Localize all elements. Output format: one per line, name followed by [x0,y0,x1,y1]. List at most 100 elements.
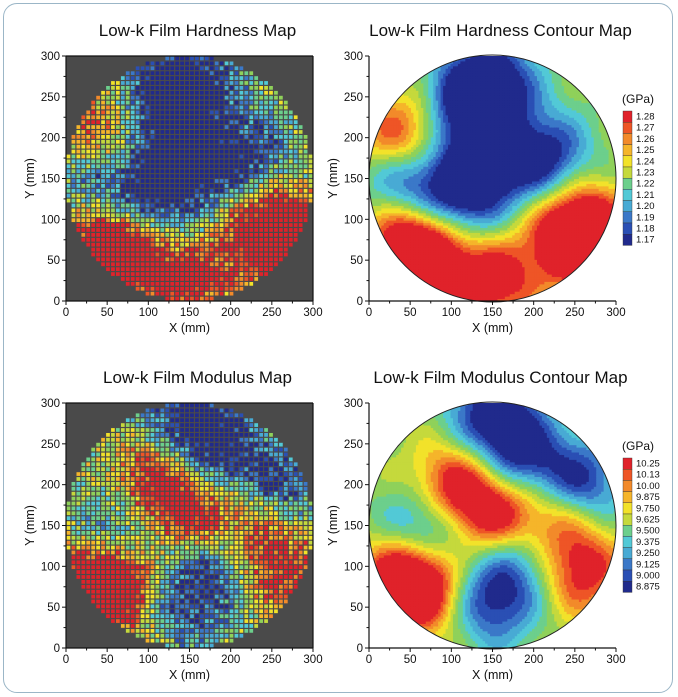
wafer-cell [120,135,125,139]
contour-cell [418,225,422,229]
contour-cell [393,141,397,145]
contour-cell [460,73,464,77]
wafer-cell [125,86,130,90]
contour-cell [440,109,444,113]
contour-cell [410,190,414,194]
contour-cell [393,168,397,172]
wafer-cell [165,164,170,169]
contour-cell [443,112,447,116]
contour-cell [430,237,434,241]
contour-cell [410,119,414,123]
contour-cell [425,252,429,255]
contour-cell [425,225,429,229]
contour-cell [428,124,432,128]
wafer-cell [145,218,150,223]
contour-cell [410,168,414,172]
contour-cell [420,252,424,255]
contour-cell [396,100,400,104]
contour-cell [423,176,427,180]
contour-cell [430,117,434,121]
wafer-cell [214,125,219,129]
contour-cell [415,107,419,111]
contour-cell [425,146,429,150]
wafer-cell [135,193,140,198]
wafer-cell [209,71,214,76]
contour-cell [452,264,456,268]
contour-cell [418,247,422,251]
contour-cell [452,124,456,128]
contour-cell [455,107,459,111]
contour-cell [396,207,400,211]
wafer-cell [229,198,234,203]
contour-cell [435,68,439,72]
wafer-cell [160,76,165,80]
contour-cell [388,149,392,153]
contour-cell [452,222,456,226]
contour-cell [386,237,390,241]
wafer-cell [111,139,115,144]
contour-cell [450,220,454,224]
wafer-cell [160,257,165,262]
contour-cell [435,156,439,160]
wafer-cell [116,86,120,90]
contour-cell [433,281,437,285]
wafer-cell [180,100,184,105]
wafer-cell [219,164,224,169]
wafer-cell [96,237,100,242]
contour-cell [443,203,447,206]
wafer-cell [76,188,81,193]
contour-cell [445,271,449,275]
wafer-cell [199,174,204,178]
wafer-cell [76,139,81,144]
y-tick-label: 100 [41,214,60,226]
contour-cell [391,227,395,231]
contour-cell [433,212,437,216]
contour-cell [433,188,437,192]
wafer-cell [229,86,234,90]
wafer-cell [199,149,204,154]
contour-cell [435,171,439,175]
x-tick-label: 250 [262,307,281,319]
wafer-cell [170,139,175,144]
wafer-cell [229,291,234,296]
wafer-cell [274,198,278,203]
wafer-cell [111,233,115,237]
contour-cell [415,124,419,128]
contour-cell [369,166,372,170]
contour-cell [452,215,456,219]
contour-cell [415,232,419,236]
contour-cell [420,195,424,199]
wafer-cell [180,188,184,193]
wafer-cell [185,179,189,183]
contour-cell [445,151,449,155]
contour-cell [418,220,422,224]
contour-cell [445,286,449,290]
contour-cell [462,288,466,292]
contour-cell [445,119,449,123]
contour-cell [433,225,437,229]
contour-cell [440,215,444,219]
contour-cell [438,105,442,108]
contour-cell [383,141,387,145]
wafer-cell [165,120,170,125]
contour-cell [403,198,407,202]
contour-cell [398,178,402,182]
wafer-cell [130,218,135,223]
wafer-cell [259,223,263,227]
wafer-cell [274,179,278,183]
contour-cell [408,100,412,104]
wafer-cell [170,213,175,218]
wafer-cell [81,125,86,129]
contour-cell [452,237,456,241]
contour-cell [393,180,397,184]
contour-cell [445,100,449,104]
contour-cell [440,100,444,104]
wafer-cell [204,100,209,105]
wafer-cell [135,277,140,281]
contour-cell [423,129,427,133]
wafer-cell [101,95,105,100]
contour-cell [465,296,469,300]
wafer-cell [234,193,239,198]
wafer-cell [160,198,165,203]
contour-cell [462,286,466,290]
